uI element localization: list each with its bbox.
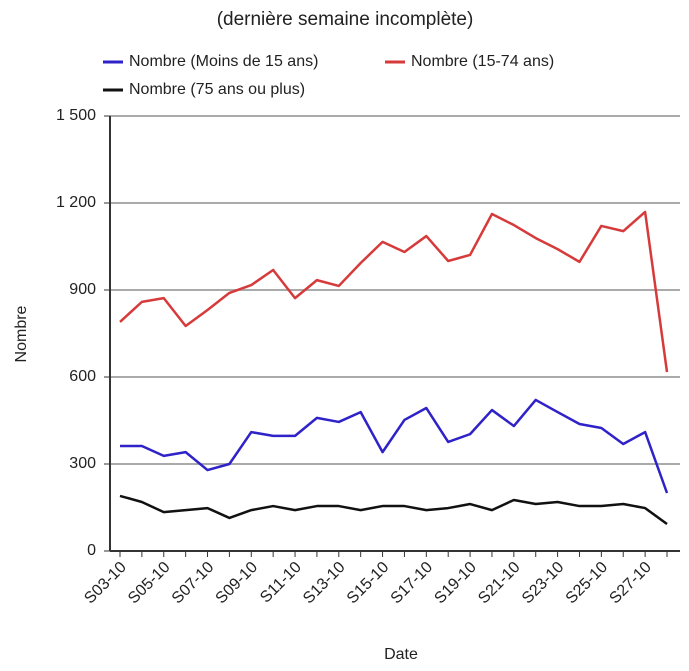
x-tick-label: S21-10 — [475, 559, 524, 608]
chart-title: (dernière semaine incomplète) — [217, 9, 474, 30]
x-tick-label: S17-10 — [388, 559, 437, 608]
y-tick-label: 1 500 — [56, 107, 96, 124]
y-tick-label: 900 — [69, 281, 96, 298]
x-tick-label: S13-10 — [300, 559, 349, 608]
x-tick-label: S15-10 — [344, 559, 393, 608]
series-line — [120, 398, 669, 494]
legend-label: Nombre (75 ans ou plus) — [129, 81, 305, 98]
series-line — [119, 494, 668, 526]
legend-label: Nombre (15-74 ans) — [411, 53, 554, 70]
x-tick-label: S25-10 — [563, 559, 612, 608]
x-tick-label: S19-10 — [431, 559, 480, 608]
y-axis-label: Nombre — [13, 305, 30, 362]
x-tick-label: S11-10 — [257, 559, 305, 607]
y-tick-label: 1 200 — [56, 194, 96, 211]
x-axis-label: Date — [384, 646, 418, 663]
x-tick-label: S05-10 — [125, 559, 174, 608]
y-tick-label: 300 — [69, 455, 96, 472]
x-tick-label: S23-10 — [519, 559, 568, 608]
legend-label: Nombre (Moins de 15 ans) — [129, 53, 318, 70]
y-tick-label: 600 — [69, 368, 96, 385]
x-tick-label: S03-10 — [81, 559, 130, 608]
x-tick-label: S27-10 — [606, 559, 655, 608]
y-tick-label: 0 — [87, 542, 96, 559]
x-tick-label: S07-10 — [169, 559, 218, 608]
x-tick-label: S09-10 — [213, 559, 262, 608]
series-line — [119, 210, 669, 373]
